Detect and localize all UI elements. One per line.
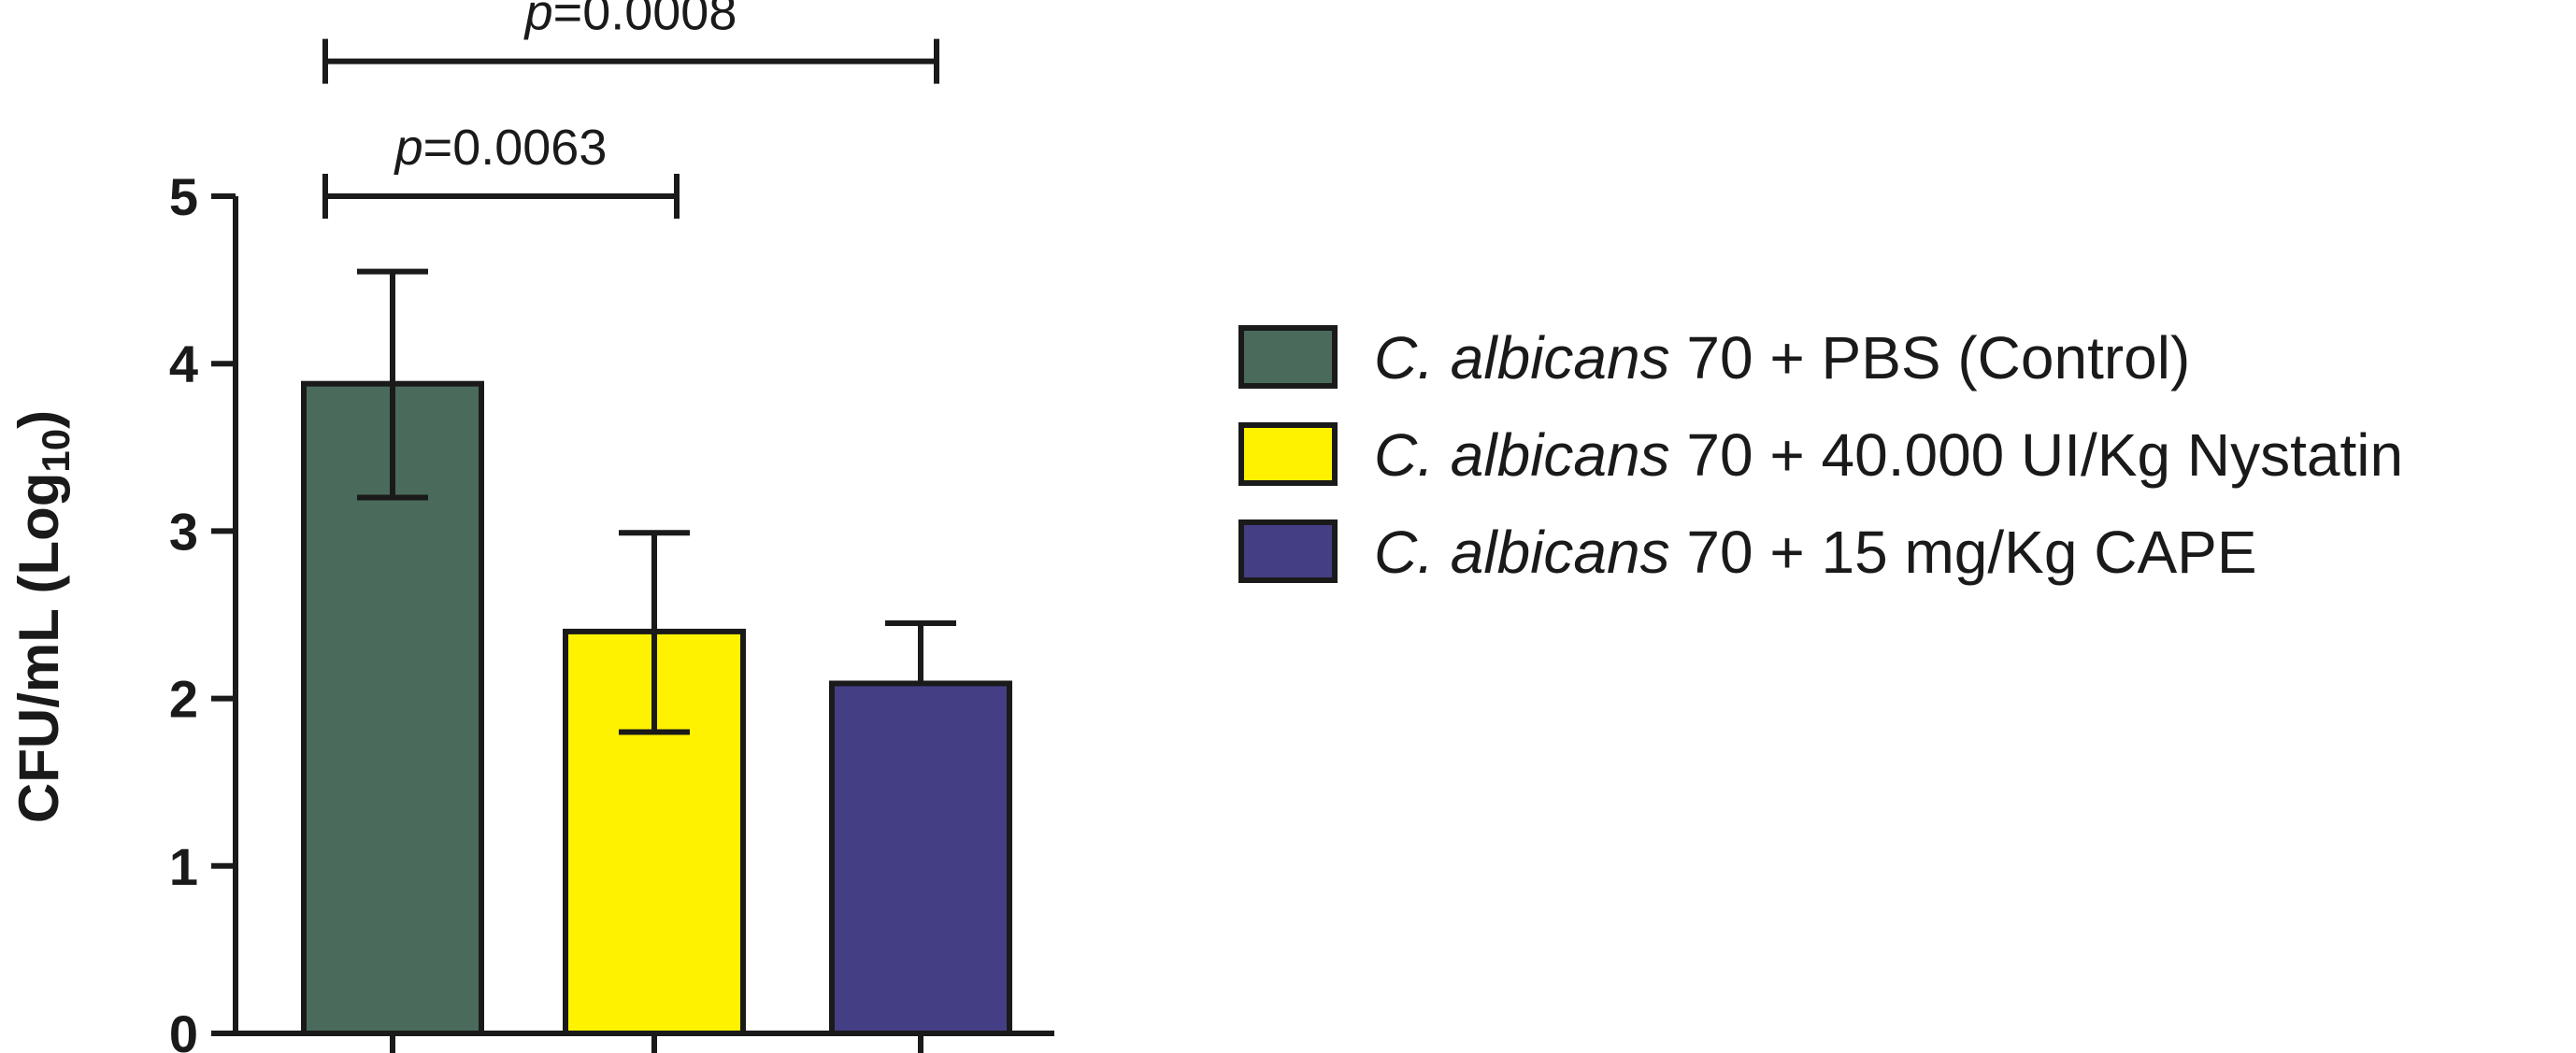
y-tick-label: 5 [169,167,198,226]
y-tick-label: 0 [169,1004,198,1053]
legend-label: C. albicans 70 + 40.000 UI/Kg Nystatin [1374,421,2403,489]
y-axis-title: CFU/mL (Log10) [7,410,78,823]
p-symbol: p [523,0,553,41]
legend-label: C. albicans 70 + 15 mg/Kg CAPE [1374,519,2257,586]
p-value: =0.0063 [423,120,608,176]
y-tick-label: 1 [169,837,198,896]
legend-swatch [1238,325,1338,389]
legend-species: C. albicans [1374,421,1670,489]
legend-swatch [1238,519,1338,583]
y-tick-label: 2 [169,670,198,729]
y-tick-label: 4 [169,334,198,393]
p-symbol: p [394,120,423,176]
p-value: =0.0008 [553,0,737,41]
y-axis-title-subscript: 10 [34,429,78,473]
y-axis-title-close: ) [7,410,70,429]
legend: C. albicans 70 + PBS (Control)C. albican… [1238,324,2403,586]
legend-condition: 70 + 40.000 UI/Kg Nystatin [1670,421,2403,489]
p-value-label: p=0.0008 [523,0,737,41]
legend-swatch [1238,422,1338,486]
legend-condition: 70 + PBS (Control) [1670,324,2191,391]
legend-condition: 70 + 15 mg/Kg CAPE [1670,519,2257,586]
p-value-label: p=0.0063 [394,120,608,176]
legend-species: C. albicans [1374,519,1670,586]
y-tick-label: 3 [169,502,198,561]
bar [829,680,1012,1036]
error-bars [357,268,956,735]
legend-label: C. albicans 70 + PBS (Control) [1374,324,2190,391]
legend-species: C. albicans [1374,324,1670,391]
y-axis-title-main: CFU/mL (Log [7,473,70,824]
